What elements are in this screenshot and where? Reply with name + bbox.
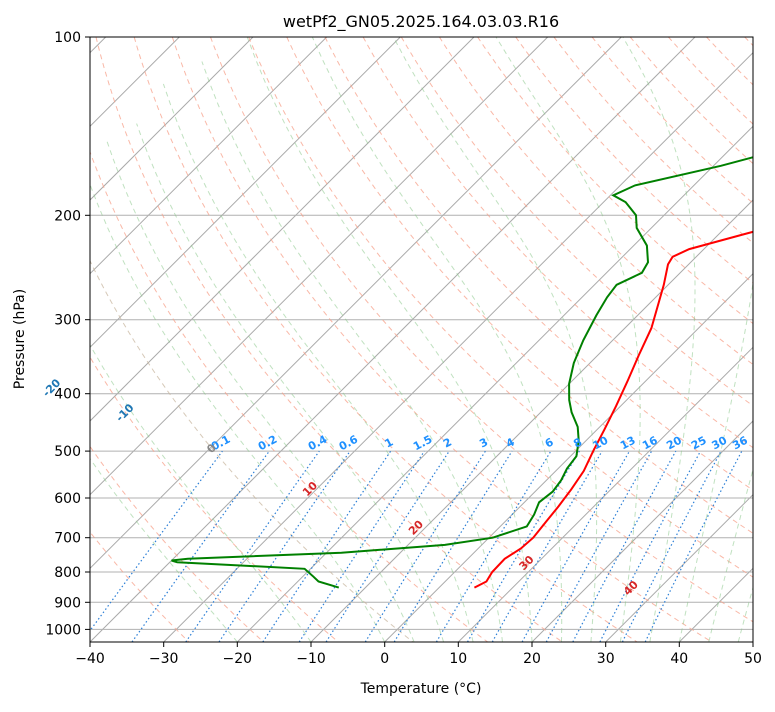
moist-adiabat-line [202,62,503,643]
dry-adiabat-line [134,37,641,644]
isotherm-line [458,37,775,642]
mixing-ratio-label: 25 [689,434,709,453]
isotherm-line [532,37,775,642]
y-tick-label: 200 [54,208,81,224]
isotherm-line [0,37,400,642]
moist-adiabat-line [0,273,237,642]
dry-adiabat-line [745,37,775,644]
dry-adiabat-line [401,37,775,644]
isotherm-line [311,37,775,642]
moist-adiabat-line [679,37,765,642]
dry-adiabat-line [478,37,775,644]
mixing-ratio-label: 2 [441,435,454,450]
isotherm-line [679,37,775,642]
moist-adiabat-line [709,37,775,642]
temperature-line [474,37,775,588]
mixing-ratio-line [299,451,424,642]
mixing-ratio-line [219,451,350,642]
dry-adiabat-label: -10 [113,401,136,424]
y-tick-label: 600 [54,491,81,507]
x-tick-label: −20 [223,651,253,667]
mixing-ratio-label: 30 [710,434,730,453]
x-tick-label: 50 [744,651,762,667]
isotherm-line [237,37,775,642]
x-tick-label: 0 [380,651,389,667]
dry-adiabat-line [20,37,416,644]
plot-frame [90,37,753,642]
y-tick-label: 700 [54,531,81,547]
chart-title: wetPf2_GN05.2025.164.03.03.R16 [283,12,559,32]
moist-adiabat-line [393,37,596,642]
mixing-ratio-label: 1 [383,435,396,450]
isotherm-line [164,37,769,642]
y-tick-label: 100 [54,30,81,46]
y-tick-label: 800 [54,565,81,581]
background-lines [0,37,775,644]
isotherm-line [90,37,695,642]
mixing-ratio-label: 0.2 [256,433,279,454]
mixing-ratio-label: 20 [664,434,684,453]
mixing-ratio-label: 6 [543,435,556,450]
isotherm-line [0,37,253,642]
x-tick-label: −30 [149,651,179,667]
mixing-ratio-label: 0.6 [337,433,361,454]
dry-adiabat-line [363,37,775,644]
mixing-ratio-label: 13 [618,434,638,453]
y-axis-label: Pressure (hPa) [12,289,28,389]
mixing-ratio-label: 16 [640,434,660,453]
y-tick-label: 400 [54,387,81,403]
dry-adiabat-line [287,37,775,644]
mixing-ratio-label: 3 [477,435,490,450]
mixing-ratio-line [263,451,391,642]
dry-adiabat-line [172,37,715,644]
moist-adiabat-line [247,37,532,642]
dry-adiabat-line [325,37,775,644]
x-tick-label: 10 [449,651,467,667]
isotherm-line [0,37,474,642]
dry-adiabat-line [554,37,775,644]
isotherm-line [16,37,621,642]
isotherm-line [0,37,327,642]
mixing-ratio-label: 8 [571,435,584,450]
y-tick-label: 500 [54,444,81,460]
moist-adiabat-label: 30 [517,553,537,573]
x-tick-label: 20 [523,651,541,667]
dry-adiabat-line [0,37,191,644]
y-tick-label: 300 [54,313,81,329]
mixing-ratio-label: 1.5 [411,433,434,454]
adiabat-labels: 0.10.20.40.611.52346810131620253036-100-… [0,49,750,598]
x-axis-label: Temperature (°C) [360,681,482,697]
dry-adiabat-line [0,37,266,644]
mixing-ratio-label: 36 [730,434,750,453]
x-tick-label: 30 [597,651,615,667]
x-tick-label: −40 [75,651,105,667]
x-tick-label: −10 [296,651,326,667]
x-tick-label: 40 [670,651,688,667]
y-tick-label: 900 [54,595,81,611]
dry-adiabat-line [439,37,775,644]
dry-adiabat-line [211,37,775,644]
mixing-ratio-line [82,451,223,642]
mixing-ratio-label: 0.4 [306,433,330,454]
mixing-ratio-line [436,451,551,642]
y-tick-label: 1000 [45,622,81,638]
moist-adiabat-line [623,37,695,642]
dry-adiabat-line [707,37,775,644]
isotherm-line [753,37,775,642]
moist-adiabat-line [137,124,444,642]
dry-adiabat-line [58,37,491,644]
